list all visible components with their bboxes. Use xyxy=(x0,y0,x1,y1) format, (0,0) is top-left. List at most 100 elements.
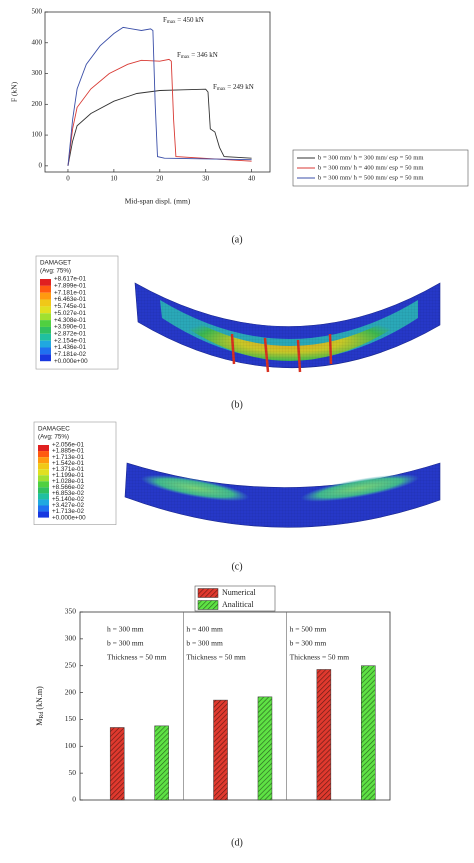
y-tick-label: 200 xyxy=(32,100,43,108)
contour-legend-subtitle: (Avg: 75%) xyxy=(40,268,71,275)
contour-level: +7.181e-02 xyxy=(54,351,87,358)
y-tick-label: 0 xyxy=(72,795,76,804)
annotation-symbol: F xyxy=(177,51,181,59)
y-tick-label: 500 xyxy=(32,8,43,16)
y-tick-label: 250 xyxy=(65,660,77,669)
contour-level: +1.028e-01 xyxy=(52,478,85,485)
contour-swatch xyxy=(40,299,51,307)
fe-beam-c xyxy=(124,462,441,528)
y-tick-label: 400 xyxy=(32,38,43,46)
contour-swatch xyxy=(40,347,51,355)
contour-swatch xyxy=(38,469,49,476)
y-tick-label: 0 xyxy=(39,161,43,169)
panel-caption: (c) xyxy=(231,561,242,572)
x-tick-label: 40 xyxy=(248,175,256,183)
contour-level: +1.542e-01 xyxy=(52,460,85,467)
y-tick-label: 100 xyxy=(65,741,77,750)
contour-level: +8.566e-02 xyxy=(52,484,85,491)
annotation-symbol: F xyxy=(213,83,217,91)
bar xyxy=(361,665,376,801)
contour-level: +1.436e-01 xyxy=(54,344,87,351)
annotation-subscript: max xyxy=(181,55,190,60)
panel-caption: (d) xyxy=(231,837,243,848)
legend-label: b = 300 mm/ h = 300 mm/ esp = 50 mm xyxy=(318,155,424,162)
contour-level: +4.308e-01 xyxy=(54,317,87,324)
plot-frame xyxy=(44,11,271,173)
fe-beam-b xyxy=(134,282,441,373)
contour-level: +8.617e-01 xyxy=(54,276,87,283)
contour-legend-title: DAMAGET xyxy=(40,260,71,267)
panel-caption: (b) xyxy=(231,399,243,410)
data-line xyxy=(67,58,252,166)
annotation-value: = 346 kN xyxy=(190,51,218,59)
contour-swatch xyxy=(38,505,49,512)
bar xyxy=(154,725,169,801)
contour-swatch xyxy=(40,326,51,334)
contour-level: +2.872e-01 xyxy=(54,330,87,337)
contour-level: +1.885e-01 xyxy=(52,448,85,455)
group-annotation: b = 300 mm xyxy=(290,639,327,648)
legend-label: Numerical xyxy=(222,588,257,597)
contour-swatch xyxy=(40,340,51,348)
legend-label: Analitical xyxy=(222,600,254,609)
contour-swatch xyxy=(38,493,49,500)
contour-level: +7.181e-01 xyxy=(54,289,87,296)
legend-frame xyxy=(194,585,276,612)
y-tick-label: 300 xyxy=(32,69,43,77)
contour-swatch xyxy=(38,475,49,482)
contour-swatch xyxy=(38,511,49,518)
contour-level: +0.000e+00 xyxy=(54,358,88,365)
peak-annotation: Fmax = 450 kN xyxy=(163,16,204,26)
group-annotation: b = 300 mm xyxy=(186,639,223,648)
contour-swatch xyxy=(38,463,49,470)
contour-swatch xyxy=(38,445,49,452)
contour-level: +3.427e-02 xyxy=(52,502,85,509)
annotation-subscript: max xyxy=(217,87,226,92)
contour-swatch xyxy=(40,285,51,293)
y-label-unit: (kN.m) xyxy=(35,686,44,712)
legend-frame xyxy=(292,149,469,187)
plot-frame xyxy=(79,611,391,801)
group-annotation: Thickness = 50 mm xyxy=(290,653,350,662)
bar xyxy=(316,669,332,801)
bar xyxy=(257,696,273,801)
group-annotation: h = 400 mm xyxy=(186,625,223,634)
contour-level: +2.056e-01 xyxy=(52,442,85,449)
data-line xyxy=(67,88,252,166)
contour-swatch xyxy=(38,451,49,458)
contour-level: +3.590e-01 xyxy=(54,324,87,331)
x-tick-label: 0 xyxy=(66,175,70,183)
x-axis-label: Mid-span displ. (mm) xyxy=(125,197,191,206)
contour-swatch xyxy=(38,481,49,488)
contour-level: +1.371e-01 xyxy=(52,466,85,473)
y-label-sub: Rd xyxy=(39,712,45,719)
contour-swatch xyxy=(38,499,49,506)
contour-level: +1.713e-02 xyxy=(52,508,85,515)
group-annotation: h = 300 mm xyxy=(107,625,144,634)
contour-level: +5.140e-02 xyxy=(52,496,85,503)
group-annotation: Thickness = 50 mm xyxy=(186,653,246,662)
contour-legend-title: DAMAGEC xyxy=(38,426,70,433)
group-annotation: h = 500 mm xyxy=(290,625,327,634)
legend-swatch xyxy=(197,600,219,610)
contour-level: +1.713e-01 xyxy=(52,454,85,461)
contour-level: +5.745e-01 xyxy=(54,303,87,310)
contour-legend-subtitle: (Avg: 75%) xyxy=(38,434,69,441)
y-axis-label: F (kN) xyxy=(10,81,19,102)
y-axis-label: MRd (kN.m) xyxy=(35,686,46,726)
y-tick-label: 350 xyxy=(65,607,77,616)
legend-label: b = 300 mm/ h = 500 mm/ esp = 50 mm xyxy=(318,175,424,182)
contour-swatch xyxy=(38,457,49,464)
peak-annotation: Fmax = 346 kN xyxy=(177,51,218,61)
contour-swatch xyxy=(40,292,51,300)
y-tick-label: 300 xyxy=(65,634,77,643)
contour-swatch xyxy=(40,279,51,286)
data-line xyxy=(67,26,252,166)
y-tick-label: 50 xyxy=(69,768,77,777)
contour-level: +5.027e-01 xyxy=(54,310,87,317)
legend-swatch xyxy=(197,588,219,598)
group-annotation: b = 300 mm xyxy=(107,639,144,648)
contour-level: +1.199e-01 xyxy=(52,472,85,479)
contour-swatch xyxy=(40,306,51,314)
